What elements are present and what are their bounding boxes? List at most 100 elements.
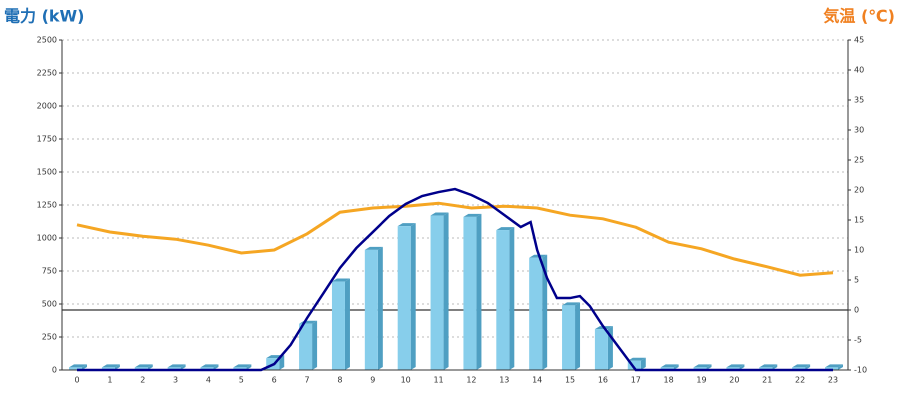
- x-tick-label: 13: [499, 376, 509, 385]
- x-tick-label: 22: [795, 376, 805, 385]
- y2-tick-label: 10: [854, 246, 864, 255]
- bar-top: [167, 364, 186, 368]
- bar-side: [706, 364, 712, 370]
- x-tick-label: 15: [565, 376, 575, 385]
- power-line: [77, 187, 833, 372]
- bar: [397, 226, 411, 370]
- y2-tick-label: 15: [854, 216, 864, 225]
- bar-top: [463, 213, 482, 217]
- bar-top: [101, 364, 120, 368]
- temperature-line: [76, 201, 834, 277]
- bar: [101, 367, 115, 370]
- x-tick-label: 10: [401, 376, 411, 385]
- bar-top: [69, 364, 87, 368]
- bar-top: [233, 364, 252, 368]
- bar-top: [726, 364, 745, 368]
- x-tick-label: 20: [729, 376, 739, 385]
- bar-top: [134, 364, 153, 368]
- bar: [562, 305, 576, 370]
- y-tick-label: 2250: [37, 69, 57, 78]
- bar-side: [772, 364, 778, 370]
- bar: [496, 230, 510, 370]
- bar-side: [147, 364, 153, 370]
- y2-tick-label: 0: [854, 306, 859, 315]
- x-tick-label: 5: [239, 376, 244, 385]
- y-tick-label: 2500: [37, 36, 57, 45]
- x-tick-label: 12: [466, 376, 476, 385]
- y-tick-label: 500: [42, 300, 57, 309]
- bar: [463, 216, 477, 370]
- bar-top: [562, 302, 581, 306]
- bar: [331, 281, 345, 370]
- x-tick-label: 7: [305, 376, 310, 385]
- bar-top: [693, 364, 712, 368]
- y2-tick-label: 20: [854, 186, 864, 195]
- bar-side: [377, 246, 383, 370]
- y2-tick-label: 25: [854, 156, 864, 165]
- bar-side: [443, 212, 449, 370]
- bar: [233, 367, 247, 370]
- bar-top: [792, 364, 811, 368]
- y-tick-label: 750: [42, 267, 57, 276]
- bar: [660, 367, 674, 370]
- y2-tick-label: -10: [854, 366, 867, 375]
- bar-side: [82, 364, 87, 370]
- x-tick-label: 21: [762, 376, 772, 385]
- bar: [693, 367, 707, 370]
- y2-tick-label: 35: [854, 96, 864, 105]
- y2-tick-label: 30: [854, 126, 864, 135]
- x-tick-label: 6: [272, 376, 277, 385]
- x-tick-label: 3: [173, 376, 178, 385]
- bar-side: [575, 302, 581, 370]
- y2-axis-title: 気温 (℃): [823, 7, 895, 26]
- bar: [430, 215, 444, 370]
- bar: [792, 367, 806, 370]
- y-tick-label: 0: [52, 366, 57, 375]
- bar-side: [640, 357, 646, 370]
- bar-top: [397, 223, 416, 227]
- bar-side: [410, 223, 416, 370]
- y-tick-label: 250: [42, 333, 57, 342]
- bar-top: [200, 364, 219, 368]
- bar: [364, 249, 378, 370]
- bar: [726, 367, 740, 370]
- bar-side: [344, 278, 350, 370]
- x-tick-label: 23: [828, 376, 838, 385]
- x-tick-label: 16: [598, 376, 608, 385]
- y2-tick-label: 40: [854, 66, 864, 75]
- bar: [627, 360, 641, 370]
- bar: [759, 367, 773, 370]
- y2-tick-label: 5: [854, 276, 859, 285]
- x-tick-label: 18: [664, 376, 674, 385]
- bar: [69, 367, 82, 370]
- bar: [200, 367, 214, 370]
- bar: [134, 367, 148, 370]
- x-tick-label: 8: [337, 376, 342, 385]
- bar-top: [496, 227, 515, 231]
- y2-tick-label: 45: [854, 36, 864, 45]
- bar: [167, 367, 181, 370]
- bar-side: [509, 227, 515, 370]
- bar-top: [660, 364, 679, 368]
- x-tick-label: 2: [140, 376, 145, 385]
- bar-side: [542, 254, 548, 370]
- bar-top: [825, 364, 843, 368]
- bar: [825, 367, 838, 370]
- bar-side: [838, 364, 843, 370]
- y-tick-label: 1750: [37, 135, 57, 144]
- bar-side: [180, 364, 186, 370]
- bar: [529, 257, 543, 370]
- bar-top: [364, 246, 383, 250]
- x-tick-label: 9: [370, 376, 375, 385]
- bar-side: [805, 364, 811, 370]
- y-tick-label: 1250: [37, 201, 57, 210]
- y-tick-label: 1000: [37, 234, 57, 243]
- bar-top: [759, 364, 778, 368]
- x-tick-label: 4: [206, 376, 211, 385]
- x-tick-label: 11: [433, 376, 443, 385]
- bar-side: [739, 364, 745, 370]
- bar-side: [213, 364, 219, 370]
- bar-top: [627, 357, 646, 361]
- x-tick-label: 1: [107, 376, 112, 385]
